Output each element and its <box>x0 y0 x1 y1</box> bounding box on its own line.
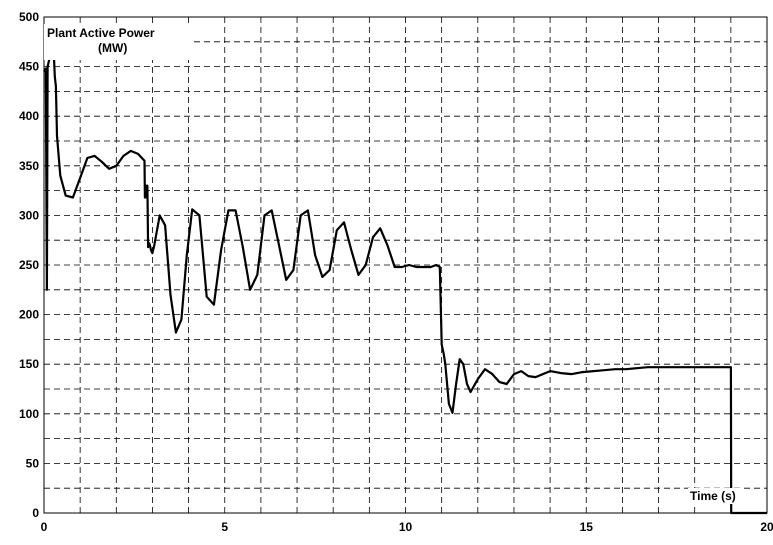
y-tick-label: 250 <box>19 258 39 272</box>
x-axis-ticks: 0 5 10 15 20 <box>41 520 773 534</box>
y-tick-label: 400 <box>19 109 39 123</box>
x-tick-label: 15 <box>580 520 594 534</box>
y-axis-ticks: 0 50 100 150 200 250 300 350 400 450 500 <box>19 10 39 520</box>
x-tick-label: 5 <box>221 520 228 534</box>
y-tick-label: 450 <box>19 60 39 74</box>
y-tick-label: 100 <box>19 407 39 421</box>
ylabel-backdrop <box>44 24 194 60</box>
y-tick-label: 350 <box>19 159 39 173</box>
y-tick-label: 150 <box>19 357 39 371</box>
y-tick-label: 0 <box>32 506 39 520</box>
x-tick-label: 0 <box>41 520 48 534</box>
y-tick-label: 50 <box>26 456 40 470</box>
y-tick-label: 200 <box>19 308 39 322</box>
xlabel-backdrop <box>688 488 744 504</box>
ylabel-line2: (MW) <box>98 41 127 55</box>
x-tick-label: 20 <box>760 520 773 534</box>
y-tick-label: 500 <box>19 10 39 24</box>
xlabel: Time (s) <box>690 489 736 503</box>
ylabel-line1: Plant Active Power <box>47 26 155 40</box>
series-line <box>43 50 767 515</box>
plot-frame <box>43 16 768 514</box>
y-tick-label: 300 <box>19 208 39 222</box>
x-tick-label: 10 <box>399 520 413 534</box>
